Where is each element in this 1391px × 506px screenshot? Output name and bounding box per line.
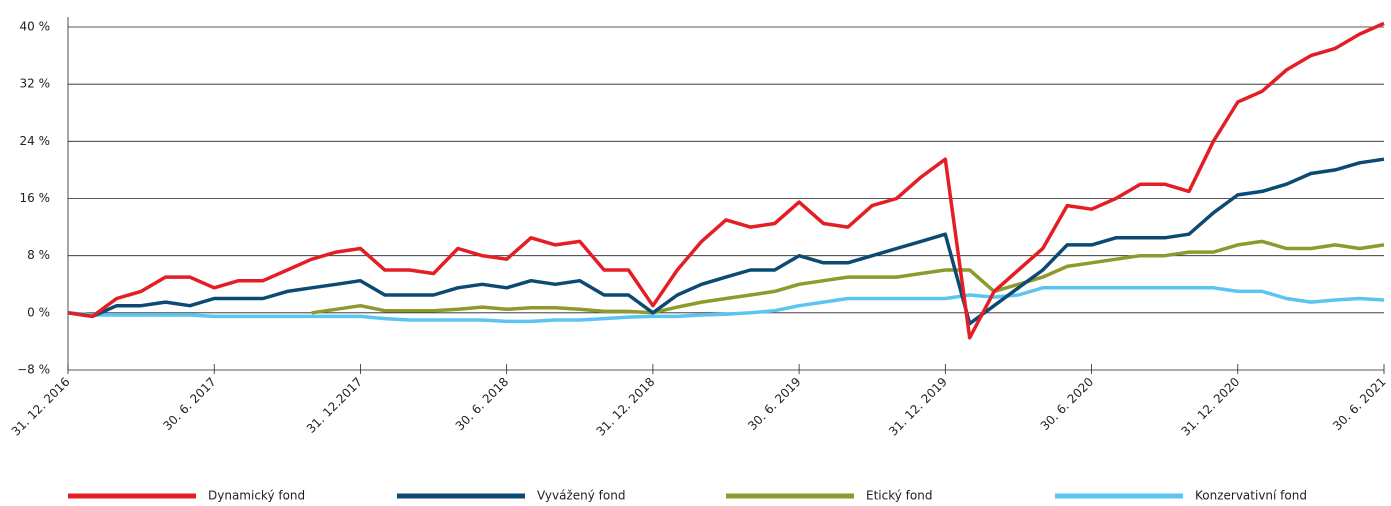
x-tick-label: 30. 6. 2021 [1330, 375, 1388, 433]
series-line [311, 239, 1385, 315]
y-tick-label: 24 % [20, 134, 51, 148]
x-tick-label: 31. 12. 2019 [886, 375, 950, 439]
x-tick-label: 31. 12. 2016 [9, 375, 73, 439]
x-tick-label: 31. 12. 2020 [1178, 375, 1242, 439]
y-tick-label: −8 % [17, 363, 50, 377]
x-tick-label: 30. 6. 2018 [453, 375, 511, 433]
y-tick-label: 8 % [27, 248, 50, 262]
legend-label: Vyvážený fond [537, 489, 625, 503]
series-line [67, 286, 1385, 324]
legend-label: Konzervativní fond [1195, 489, 1307, 503]
x-tick-label: 31. 12.2017 [304, 375, 365, 436]
series-line [67, 21, 1385, 340]
legend-label: Dynamický fond [208, 489, 305, 503]
legend-label: Etický fond [866, 489, 932, 503]
y-tick-label: 0 % [27, 305, 50, 319]
x-tick-label: 30. 6. 2019 [745, 375, 803, 433]
x-tick-label: 31. 12. 2018 [594, 375, 658, 439]
x-tick-label: 30. 6. 2020 [1038, 375, 1096, 433]
x-tick-label: 30. 6. 2017 [160, 375, 218, 433]
y-tick-label: 32 % [20, 77, 51, 91]
y-tick-label: 40 % [20, 20, 51, 34]
y-tick-label: 16 % [20, 191, 51, 205]
series-line [67, 157, 1385, 326]
